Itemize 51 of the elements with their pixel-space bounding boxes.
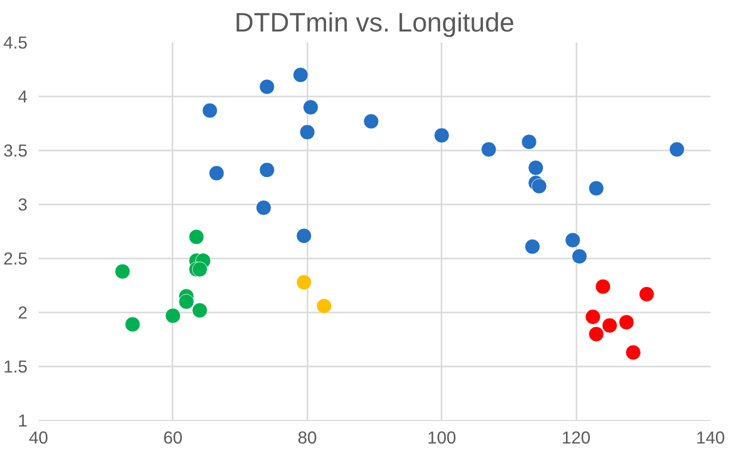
point — [625, 344, 641, 360]
point — [588, 180, 604, 196]
x-tick-label: 60 — [163, 428, 183, 448]
point — [480, 142, 496, 158]
y-tick-label: 3.5 — [3, 140, 28, 160]
point — [669, 142, 685, 158]
point — [524, 238, 540, 254]
y-tick-label: 2 — [18, 302, 28, 322]
y-tick-label: 1 — [18, 410, 28, 430]
point — [595, 278, 611, 294]
point — [302, 100, 318, 116]
y-tick-label: 4.5 — [3, 32, 28, 52]
point — [572, 248, 588, 264]
x-tick-label: 120 — [562, 428, 591, 448]
point — [192, 302, 208, 318]
point — [300, 124, 316, 140]
point — [363, 114, 379, 130]
point — [316, 298, 332, 314]
point — [296, 228, 312, 244]
y-tick-label: 1.5 — [3, 356, 28, 376]
point — [585, 309, 601, 325]
x-tick-label: 80 — [298, 428, 317, 448]
point — [528, 160, 544, 176]
point — [165, 308, 181, 324]
point — [259, 79, 275, 95]
point — [564, 232, 580, 248]
x-tick-label: 100 — [427, 428, 456, 448]
point — [188, 229, 204, 245]
y-tick-label: 3 — [18, 194, 28, 214]
y-tick-label: 4 — [18, 86, 28, 106]
point — [618, 314, 634, 330]
point — [259, 162, 275, 178]
point — [531, 178, 547, 194]
point — [202, 102, 218, 118]
point — [256, 200, 272, 216]
point — [192, 262, 208, 278]
point — [638, 286, 654, 302]
point — [434, 128, 450, 144]
point — [521, 134, 537, 150]
point — [602, 318, 618, 334]
point — [588, 326, 604, 342]
y-tick-label: 2.5 — [3, 248, 28, 268]
point — [124, 316, 140, 332]
chart-title: DTDTmin vs. Longitude — [234, 8, 515, 38]
point — [178, 294, 194, 310]
point — [114, 264, 130, 280]
point — [292, 67, 308, 83]
point — [296, 274, 312, 290]
x-tick-label: 140 — [696, 428, 725, 448]
x-tick-label: 40 — [28, 428, 48, 448]
point — [208, 165, 224, 181]
